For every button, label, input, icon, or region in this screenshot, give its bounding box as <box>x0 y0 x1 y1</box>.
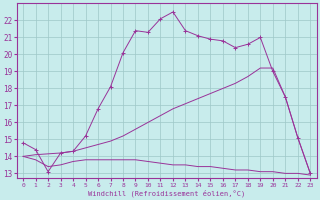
X-axis label: Windchill (Refroidissement éolien,°C): Windchill (Refroidissement éolien,°C) <box>88 189 245 197</box>
